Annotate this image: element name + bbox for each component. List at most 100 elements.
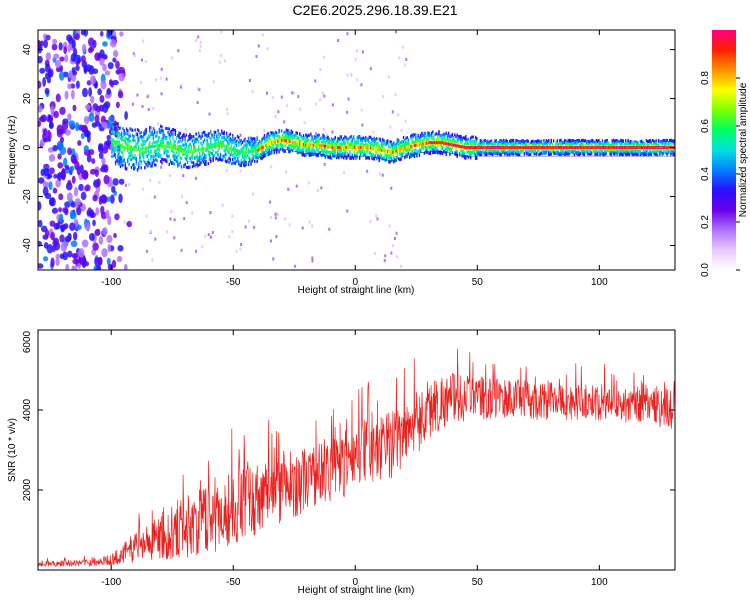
heatmap-cell bbox=[42, 137, 49, 143]
heatmap-cell bbox=[279, 139, 282, 143]
heatmap-cell bbox=[227, 142, 229, 146]
heatmap-cell bbox=[296, 136, 299, 140]
heatmap-cell bbox=[257, 148, 260, 152]
heatmap-cell bbox=[118, 140, 120, 144]
heatmap-cell bbox=[449, 140, 451, 144]
heatmap-cell bbox=[376, 217, 379, 221]
heatmap-cell bbox=[197, 159, 200, 163]
heatmap-cell bbox=[205, 133, 207, 137]
heatmap-cell bbox=[197, 145, 200, 149]
heatmap-cell bbox=[516, 150, 518, 154]
heatmap-cell bbox=[240, 162, 242, 166]
heatmap-cell bbox=[155, 78, 158, 82]
heatmap-cell bbox=[399, 143, 401, 147]
heatmap-cell bbox=[124, 136, 127, 140]
heatmap-cell bbox=[306, 143, 308, 147]
heatmap-cell bbox=[382, 138, 384, 142]
heatmap-cell bbox=[566, 146, 568, 150]
heatmap-cell bbox=[284, 139, 286, 143]
heatmap-cell bbox=[582, 138, 584, 142]
heatmap-cell bbox=[263, 144, 266, 148]
heatmap-cell bbox=[410, 136, 412, 140]
heatmap-cell bbox=[637, 146, 639, 150]
heatmap-cell bbox=[114, 148, 117, 152]
heatmap-cell bbox=[287, 187, 290, 191]
heatmap-cell bbox=[339, 135, 341, 139]
heatmap-cell bbox=[144, 129, 146, 133]
heatmap-cell bbox=[228, 156, 230, 160]
heatmap-cell bbox=[247, 141, 250, 145]
heatmap-cell bbox=[366, 148, 368, 152]
heatmap-cell bbox=[289, 147, 291, 151]
heatmap-cell bbox=[201, 152, 203, 156]
heatmap-cell bbox=[266, 138, 268, 142]
heatmap-cell bbox=[181, 149, 184, 153]
heatmap-cell bbox=[595, 150, 598, 154]
heatmap-cell bbox=[115, 60, 120, 70]
heatmap-cell bbox=[127, 139, 129, 143]
heatmap-cell bbox=[550, 152, 552, 156]
heatmap-cell bbox=[116, 141, 118, 145]
heatmap-cell bbox=[332, 152, 334, 156]
heatmap-cell bbox=[428, 152, 430, 156]
heatmap-cell bbox=[317, 189, 320, 193]
heatmap-cell bbox=[205, 154, 207, 158]
heatmap-cell bbox=[38, 120, 42, 127]
heatmap-cell bbox=[616, 151, 618, 155]
heatmap-cell bbox=[400, 144, 402, 148]
heatmap-cell bbox=[622, 153, 624, 157]
heatmap-cell bbox=[479, 146, 482, 150]
heatmap-cell bbox=[59, 213, 64, 223]
heatmap-cell bbox=[529, 152, 532, 156]
heatmap-cell bbox=[343, 136, 345, 140]
heatmap-cell bbox=[548, 153, 550, 157]
heatmap-cell bbox=[454, 143, 456, 147]
heatmap-cell bbox=[402, 45, 405, 49]
heatmap-cell bbox=[401, 140, 404, 144]
heatmap-cell bbox=[312, 153, 314, 157]
heatmap-cell bbox=[272, 133, 274, 137]
heatmap-cell bbox=[474, 156, 477, 160]
heatmap-cell bbox=[604, 143, 606, 147]
heatmap-cell bbox=[99, 166, 107, 173]
heatmap-cell bbox=[94, 256, 100, 266]
heatmap-cell bbox=[232, 161, 234, 165]
heatmap-cell bbox=[509, 152, 511, 156]
heatmap-cell bbox=[244, 153, 246, 157]
heatmap-cell bbox=[484, 153, 487, 157]
heatmap-cell bbox=[396, 152, 399, 156]
heatmap-cell bbox=[598, 138, 600, 142]
heatmap-cell bbox=[179, 144, 181, 148]
heatmap-cell bbox=[357, 137, 360, 141]
heatmap-cell bbox=[179, 138, 181, 142]
heatmap-cell bbox=[134, 144, 136, 148]
heatmap-cell bbox=[601, 151, 604, 155]
heatmap-cell bbox=[469, 143, 472, 147]
heatmap-cell bbox=[628, 144, 631, 148]
heatmap-cell bbox=[637, 141, 639, 145]
heatmap-cell bbox=[296, 141, 299, 145]
heatmap-cell bbox=[306, 135, 308, 139]
heatmap-cell bbox=[269, 132, 272, 136]
heatmap-cell bbox=[466, 138, 468, 142]
heatmap-cell bbox=[120, 151, 123, 155]
heatmap-cell bbox=[129, 149, 131, 153]
heatmap-cell bbox=[380, 148, 383, 152]
heatmap-cell bbox=[114, 140, 117, 144]
heatmap-cell bbox=[350, 143, 352, 147]
heatmap-cell bbox=[394, 149, 396, 153]
heatmap-cell bbox=[172, 132, 174, 136]
heatmap-cell bbox=[327, 141, 329, 145]
heatmap-cell bbox=[318, 140, 321, 144]
heatmap-cell bbox=[371, 156, 373, 160]
heatmap-cell bbox=[469, 152, 472, 156]
heatmap-cell bbox=[328, 137, 330, 141]
heatmap-cell bbox=[391, 158, 394, 162]
heatmap-cell bbox=[502, 140, 505, 144]
heatmap-cell bbox=[389, 146, 391, 150]
heatmap-cell bbox=[388, 156, 390, 160]
heatmap-cell bbox=[239, 133, 242, 137]
heatmap-cell bbox=[560, 138, 562, 142]
heatmap-cell bbox=[419, 134, 422, 138]
heatmap-cell bbox=[407, 145, 410, 149]
